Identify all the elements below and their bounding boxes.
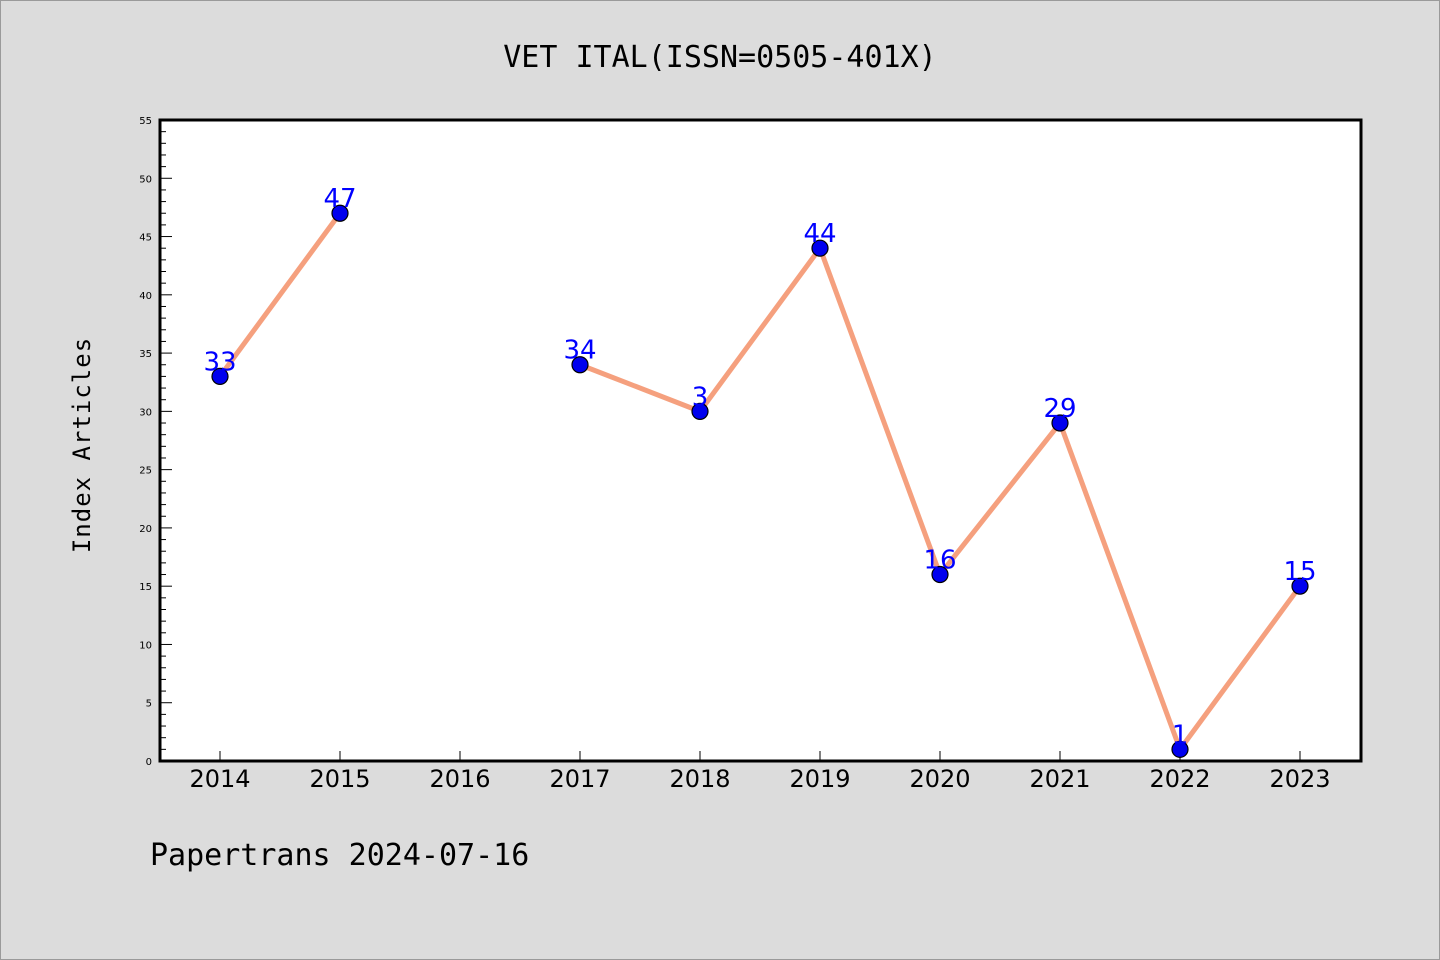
x-tick-label: 2016 [429,765,490,793]
chart-title: VET ITAL(ISSN=0505-401X) [503,40,936,75]
y-tick-label: 40 [139,291,152,302]
x-tick-label: 2017 [549,765,610,793]
x-axis: 2014 2015 2016 2017 2018 2019 2020 2021 2022 2023 [189,751,1331,793]
data-label: 3 [692,382,709,412]
plot-area [158,118,1363,763]
y-tick-label: 5 [146,699,152,710]
y-tick-label: 35 [139,349,152,360]
y-axis-label: Index Articles [68,337,96,553]
x-tick-label: 2022 [1149,765,1210,793]
data-label: 1 [1172,720,1189,750]
data-point [1171,740,1189,758]
data-label: 15 [1283,557,1316,587]
y-tick-label: 25 [139,466,152,477]
y-tick-label: 55 [139,116,152,127]
y-tick-label: 0 [146,757,152,768]
data-point [1291,577,1309,595]
data-point [811,239,829,257]
y-tick-label: 15 [139,582,152,593]
x-tick-label: 2021 [1029,765,1090,793]
y-tick-label: 20 [139,524,152,535]
x-tick-label: 2014 [189,765,250,793]
y-tick-label: 30 [139,407,152,418]
data-labels: 33 47 34 3 44 16 29 1 15 [203,184,1316,750]
y-tick-label: 50 [139,174,152,185]
data-label: 29 [1043,394,1076,424]
footer-credit: Papertrans 2024-07-16 [150,838,529,873]
x-tick-label: 2019 [789,765,850,793]
data-label: 34 [563,336,596,366]
data-point [691,402,709,420]
y-tick-label: 45 [139,233,152,244]
data-point [331,204,349,222]
data-label: 33 [203,347,236,377]
y-tick-label: 10 [139,640,152,651]
y-axis: 0 5 10 15 20 25 30 35 40 45 50 55 [139,116,172,768]
data-point [571,356,589,374]
data-label: 44 [803,219,836,249]
series-points [211,204,1309,758]
x-tick-label: 2015 [309,765,370,793]
data-label: 16 [923,546,956,576]
x-tick-label: 2018 [669,765,730,793]
x-tick-label: 2020 [909,765,970,793]
data-point [1051,414,1069,432]
series-line-segment [217,210,343,379]
data-point [931,565,949,584]
data-point [211,367,229,385]
data-label: 47 [323,184,356,214]
x-tick-label: 2023 [1269,765,1330,793]
